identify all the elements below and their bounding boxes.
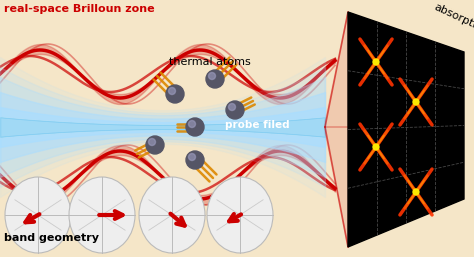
Text: thermal atoms: thermal atoms xyxy=(169,57,251,67)
Text: band geometry: band geometry xyxy=(4,233,99,243)
Ellipse shape xyxy=(69,177,135,253)
Circle shape xyxy=(373,144,379,150)
Circle shape xyxy=(148,139,155,145)
Text: real-space Brilloun zone: real-space Brilloun zone xyxy=(4,4,155,14)
Text: probe filed: probe filed xyxy=(225,120,290,130)
Ellipse shape xyxy=(5,177,71,253)
Ellipse shape xyxy=(207,177,273,253)
Circle shape xyxy=(166,85,184,103)
Text: absorption: absorption xyxy=(432,2,474,36)
Circle shape xyxy=(189,121,195,127)
Circle shape xyxy=(373,59,379,65)
Polygon shape xyxy=(325,12,348,247)
Circle shape xyxy=(186,151,204,169)
Polygon shape xyxy=(348,12,464,247)
Circle shape xyxy=(209,72,216,79)
Circle shape xyxy=(168,87,175,95)
Circle shape xyxy=(206,70,224,88)
Circle shape xyxy=(413,99,419,105)
Circle shape xyxy=(146,136,164,154)
Circle shape xyxy=(413,189,419,195)
Ellipse shape xyxy=(139,177,205,253)
Circle shape xyxy=(186,118,204,136)
Circle shape xyxy=(228,104,236,111)
Circle shape xyxy=(189,153,195,161)
Circle shape xyxy=(226,101,244,119)
